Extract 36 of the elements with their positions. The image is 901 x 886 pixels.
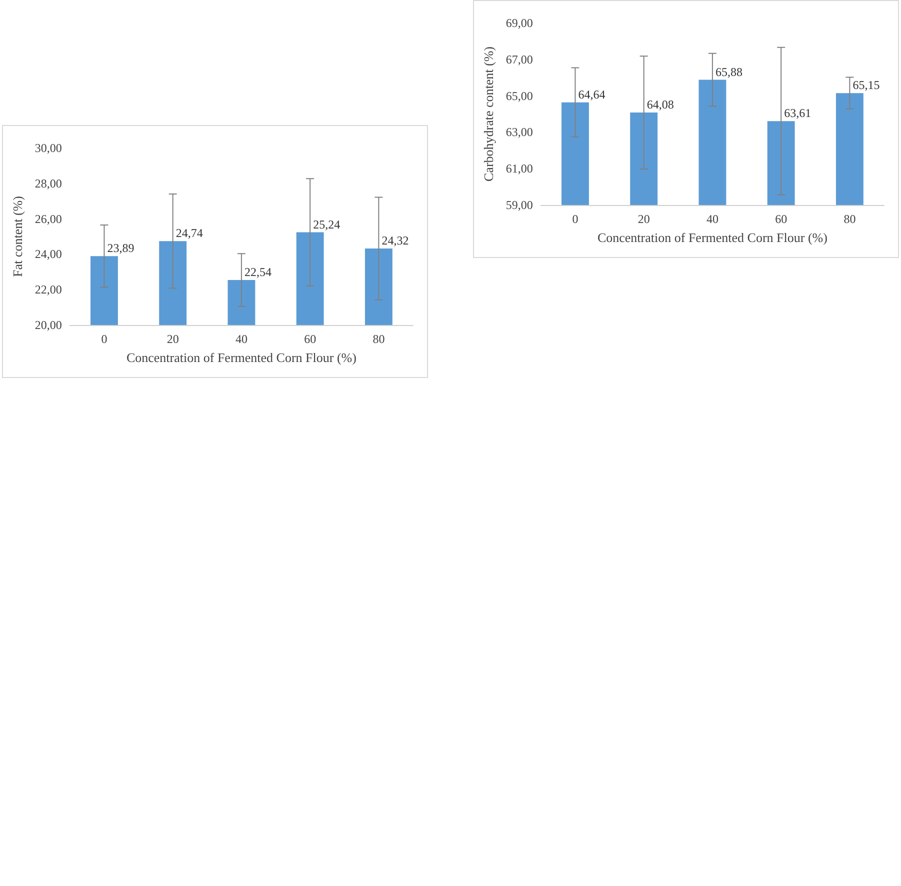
data-label: 63,61 — [784, 106, 812, 120]
x-tick-label: 20 — [166, 332, 179, 346]
data-label: 23,89 — [107, 241, 134, 256]
x-tick-label: 80 — [372, 332, 385, 346]
y-tick-label: 69,00 — [506, 16, 533, 30]
data-label: 22,54 — [244, 265, 272, 280]
y-tick-label: 20,00 — [34, 318, 62, 332]
y-tick-label: 24,00 — [34, 247, 62, 262]
data-label: 24,74 — [176, 226, 203, 240]
y-tick-label: 22,00 — [34, 282, 62, 297]
y-tick-label: 67,00 — [506, 52, 533, 66]
y-axis-title: Carbohydrate content (%) — [481, 46, 496, 182]
y-tick-label: 30,00 — [34, 141, 62, 155]
y-tick-label: 61,00 — [506, 162, 533, 176]
data-label: 65,15 — [852, 78, 880, 92]
x-axis-title: Concentration of Fermented Corn Flour (%) — [597, 230, 828, 245]
x-axis-title: Concentration of Fermented Corn Flour (%) — [126, 350, 356, 365]
x-tick-label: 0 — [101, 332, 108, 346]
x-tick-label: 0 — [572, 212, 578, 226]
x-tick-label: 40 — [235, 332, 248, 346]
data-label: 25,24 — [313, 217, 340, 232]
x-tick-label: 60 — [775, 212, 788, 226]
y-tick-label: 59,00 — [506, 198, 533, 212]
data-label: 65,88 — [715, 64, 742, 79]
x-tick-label: 60 — [304, 332, 316, 346]
data-label: 64,64 — [578, 87, 606, 102]
x-tick-label: 80 — [844, 212, 856, 226]
y-tick-label: 63,00 — [506, 125, 533, 140]
y-tick-label: 65,00 — [506, 88, 533, 103]
x-tick-label: 40 — [706, 212, 718, 226]
y-tick-label: 26,00 — [34, 212, 62, 226]
x-tick-label: 20 — [638, 212, 650, 226]
data-label: 64,08 — [646, 98, 674, 112]
y-axis-title: Fat content (%) — [10, 196, 25, 277]
data-label: 24,32 — [382, 234, 409, 248]
y-tick-label: 28,00 — [34, 176, 62, 190]
